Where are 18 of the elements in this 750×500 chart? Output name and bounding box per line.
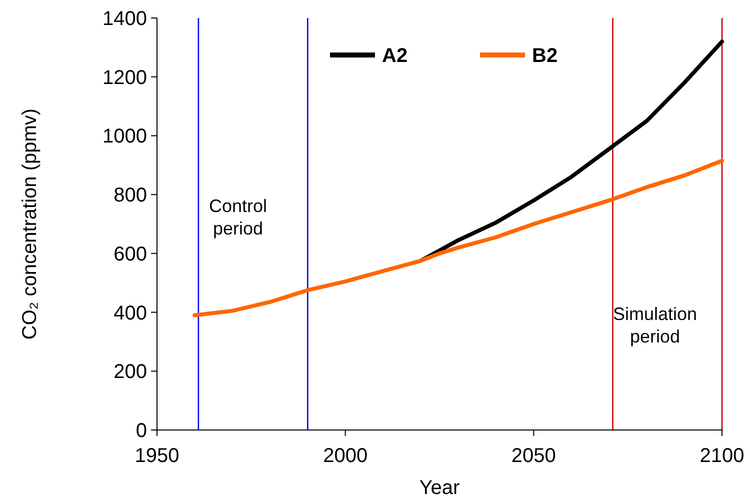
y-tick-label: 1000 <box>102 126 147 148</box>
y-tick-label: 200 <box>114 361 147 384</box>
y-tick-label: 800 <box>114 184 147 207</box>
legend-label: B2 <box>532 45 558 67</box>
y-tick-label: 1200 <box>102 66 147 89</box>
annotation: Simulation period <box>612 304 698 346</box>
x-tick-label: 1950 <box>134 445 180 467</box>
legend-label: A2 <box>382 45 408 67</box>
y-tick-label: 1400 <box>102 8 147 30</box>
x-tick-label: 2100 <box>700 445 744 467</box>
x-tick-label: 2050 <box>511 445 556 467</box>
x-tick-label: 2000 <box>323 445 368 467</box>
y-axis-title: CO₂ concentration (ppmv) <box>19 108 41 340</box>
y-tick-label: 400 <box>114 302 147 324</box>
y-tick-label: 600 <box>114 243 147 266</box>
x-axis-title: Year <box>419 477 460 499</box>
y-tick-label: 0 <box>136 420 147 442</box>
annotation: Control period <box>208 196 268 238</box>
